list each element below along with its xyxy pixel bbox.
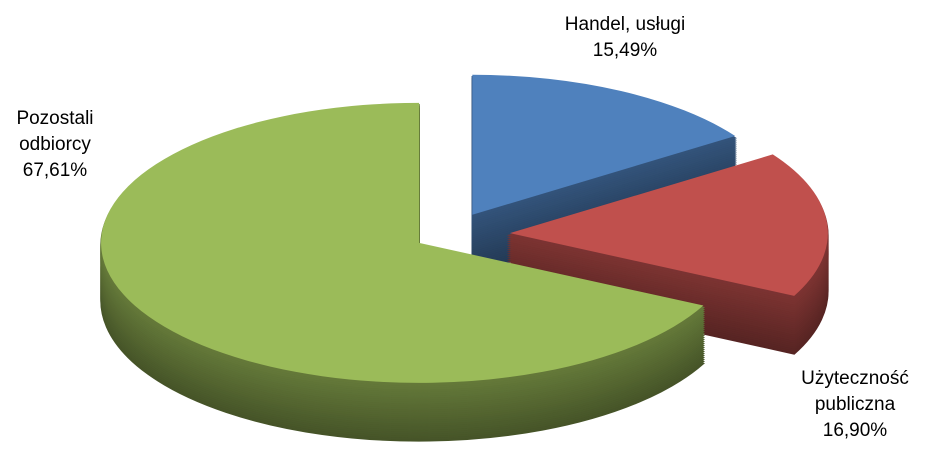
category-label: Pozostali odbiorcy <box>16 108 94 155</box>
slice <box>472 74 736 215</box>
category-label: Handel, usługi <box>564 14 686 35</box>
slice-label: Użyteczność publiczna 16,90% <box>780 366 930 444</box>
slice <box>101 102 704 383</box>
value-label: 16,90% <box>822 420 888 441</box>
category-label: Użyteczność publiczna <box>801 368 909 415</box>
value-label: 67,61% <box>22 160 88 181</box>
slice-label: Handel, usługi 15,49% <box>555 12 695 64</box>
slice <box>509 154 828 296</box>
value-label: 15,49% <box>592 40 658 61</box>
slice-label: Pozostali odbiorcy 67,61% <box>0 106 110 184</box>
